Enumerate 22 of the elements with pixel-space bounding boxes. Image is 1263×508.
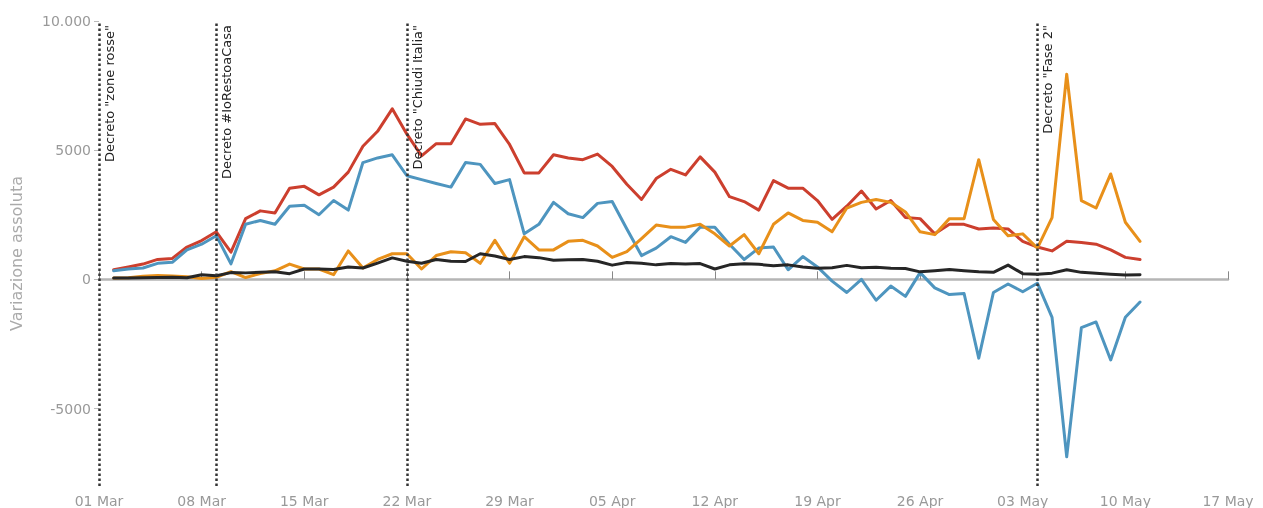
x-tick-label: 10 May (1099, 493, 1151, 508)
x-tick-label: 26 Apr (896, 493, 944, 508)
x-tick-label: 01 Mar (74, 493, 124, 508)
y-tick-label: 5000 (55, 142, 91, 159)
x-tick-label: 15 Mar (279, 493, 329, 508)
x-tick-label: 17 May (1202, 493, 1254, 508)
y-tick-label: -5000 (50, 400, 91, 417)
x-tick-label: 05 Apr (588, 493, 636, 508)
x-tick-label: 08 Mar (177, 493, 227, 508)
line-series (112, 252, 1142, 280)
x-tick-label: 22 Mar (382, 493, 432, 508)
y-tick-label: 10.000 (42, 13, 91, 29)
x-tick-label: 12 Apr (691, 493, 739, 508)
ref-line-label: Decreto "Fase 2" (1040, 25, 1056, 134)
ref-line-label: Decreto "Chiudi Italia" (409, 25, 425, 170)
y-axis-title: Variazione assoluta (6, 176, 26, 331)
ref-line-label: Decreto #IoRestoaCasa (219, 25, 235, 180)
ref-line-label: Decreto "zone rosse" (102, 25, 117, 163)
y-tick-label: 0 (82, 271, 91, 288)
x-tick-label: 03 May (997, 493, 1049, 508)
x-tick-label: 19 Apr (794, 493, 841, 508)
x-tick-label: 29 Mar (485, 493, 535, 508)
